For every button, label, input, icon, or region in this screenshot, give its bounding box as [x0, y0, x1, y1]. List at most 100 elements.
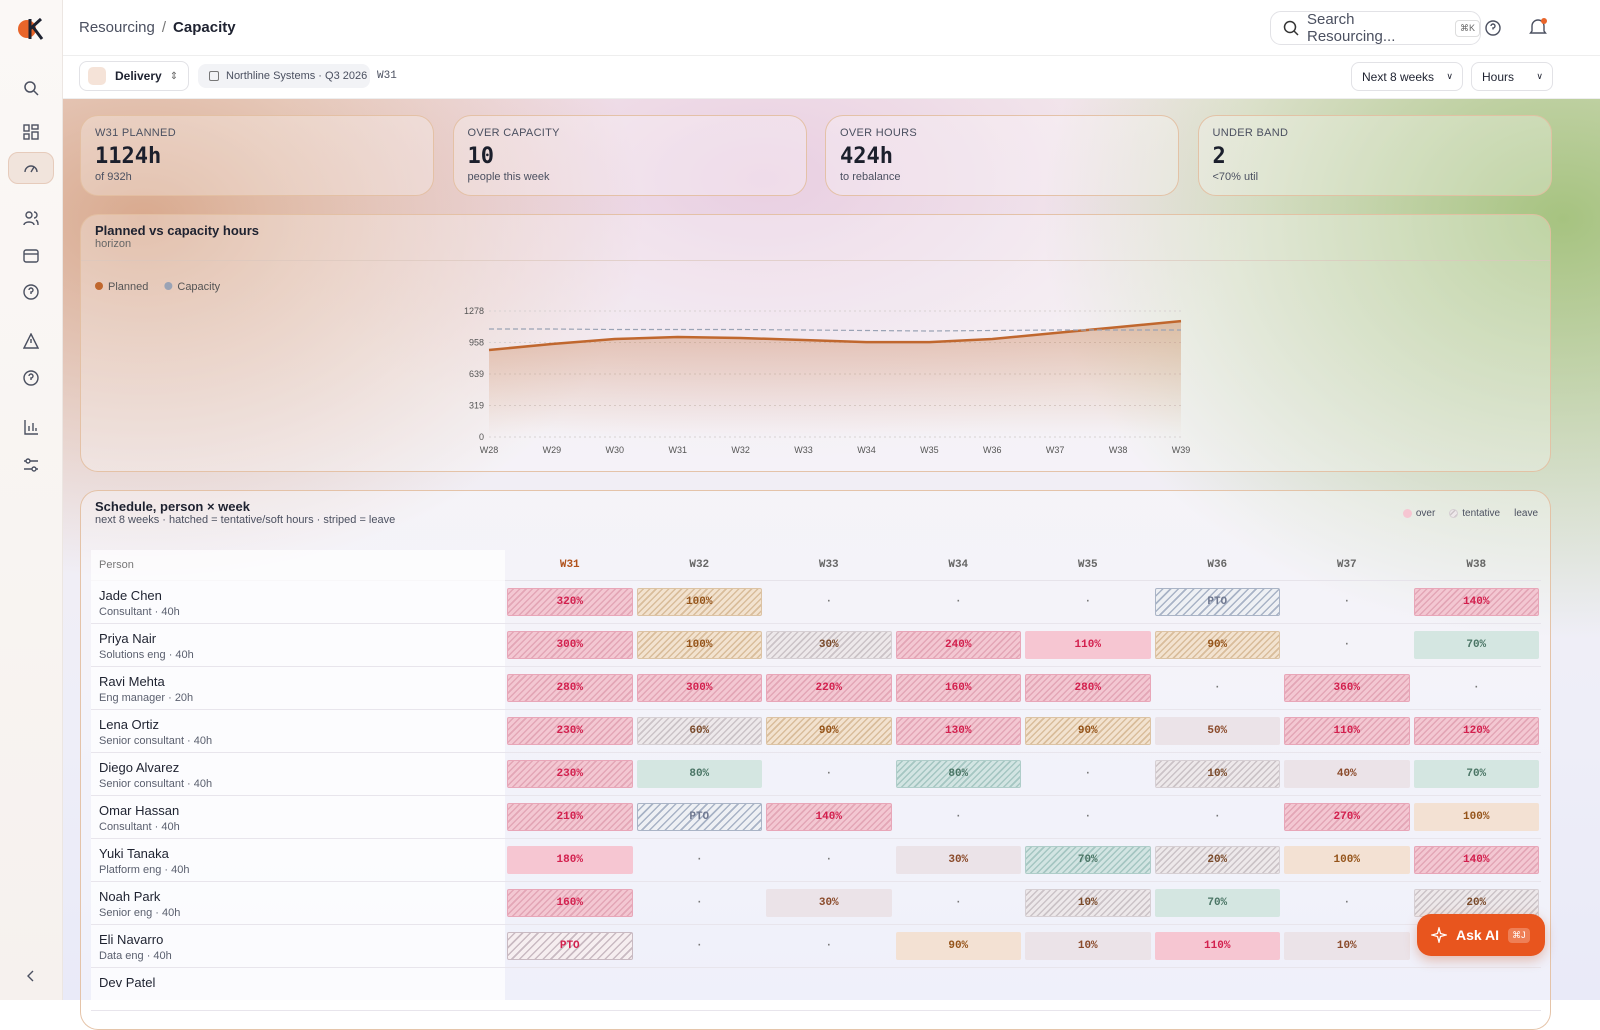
x-tick-label: W36 — [983, 445, 1002, 455]
person-name: Priya Nair — [99, 631, 157, 646]
schedule-cell: 90% — [1154, 631, 1280, 659]
schedule-cell: 10% — [1154, 760, 1280, 788]
kpi-value: 1124h — [95, 144, 162, 169]
unit-select[interactable]: Hours ∨ — [1471, 62, 1553, 91]
search-icon — [1283, 20, 1299, 36]
person-role: Consultant · 40h — [99, 606, 180, 618]
schedule-cell: · — [1343, 897, 1351, 909]
collapse-sidebar[interactable] — [13, 960, 49, 992]
schedule-cell: · — [695, 940, 703, 952]
schedule-cell: · — [825, 940, 833, 952]
person-cell: Lena Ortiz Senior consultant · 40h — [91, 710, 505, 752]
kpi-sub: of 932h — [95, 171, 132, 183]
week-header: W31 — [559, 559, 580, 571]
person-cell: Jade Chen Consultant · 40h — [91, 581, 505, 623]
nav-calendar[interactable] — [13, 239, 49, 271]
search-placeholder: Search Resourcing... — [1306, 11, 1396, 45]
schedule-cell: 300% — [507, 631, 633, 659]
legend-item: Capacity — [164, 281, 221, 293]
ask-ai-button[interactable]: Ask AI ⌘J — [1417, 914, 1545, 956]
schedule-subtitle: next 8 weeks · hatched = tentative/soft … — [95, 514, 396, 526]
schedule-cell: 30% — [895, 846, 1021, 874]
person-role: Consultant · 40h — [99, 821, 180, 833]
x-tick-label: W32 — [731, 445, 750, 455]
y-tick-label: 958 — [469, 338, 484, 348]
schedule-cell: 10% — [1025, 932, 1151, 960]
x-tick-label: W30 — [606, 445, 625, 455]
header-row: Person W31 W32 W33 W34 W35 W36 W37 W38 — [91, 550, 1541, 581]
week-header: W35 — [1077, 559, 1098, 571]
breadcrumb-link[interactable]: Resourcing — [79, 19, 155, 36]
nav-capacity[interactable] — [8, 152, 54, 184]
person-cell: Ravi Mehta Eng manager · 20h — [91, 667, 505, 709]
nav-alerts[interactable] — [13, 325, 49, 357]
y-tick-label: 319 — [469, 401, 484, 411]
team-select[interactable]: Delivery ⇕ — [79, 61, 189, 91]
schedule-cell: 280% — [1025, 674, 1151, 702]
schedule-cell: 30% — [766, 889, 892, 917]
x-tick-label: W39 — [1172, 445, 1191, 455]
legend-swatch — [164, 282, 173, 290]
schedule-cell: 100% — [1284, 846, 1410, 874]
schedule-title: Schedule, person × week — [95, 499, 250, 514]
nav-settings[interactable] — [13, 449, 49, 481]
range-caret: ∨ — [1446, 71, 1453, 81]
legend-label: over — [1415, 508, 1436, 519]
schedule-cell: 230% — [507, 717, 633, 745]
nav-faq[interactable] — [13, 362, 49, 394]
legend-swatch — [1402, 509, 1412, 518]
logo — [18, 17, 44, 40]
schedule-cell: · — [1472, 682, 1480, 694]
search[interactable]: Search Resourcing... ⌘K — [1270, 11, 1481, 45]
notifications[interactable] — [1528, 17, 1548, 37]
ask-ai-label: Ask AI — [1456, 927, 1500, 943]
legend-item: Planned — [95, 281, 148, 293]
nav-reports[interactable] — [13, 411, 49, 443]
person-cell: Yuki Tanaka Platform eng · 40h — [91, 839, 505, 881]
schedule-cell: 20% — [1154, 846, 1280, 874]
schedule-row: Priya Nair Solutions eng · 40h 300% 100% 30%… — [91, 624, 1541, 667]
kpi-card: UNDER BAND 2 <70% util — [1197, 115, 1552, 196]
team-caret: ⇕ — [169, 70, 179, 82]
unit-label: Hours — [1482, 69, 1515, 84]
schedule-cell: · — [695, 854, 703, 866]
search-shortcut: ⌘K — [1454, 19, 1480, 37]
help-button[interactable] — [1484, 19, 1502, 37]
y-tick-label: 1278 — [464, 306, 484, 316]
schedule-row: Diego Alvarez Senior consultant · 40h 230%… — [91, 753, 1541, 796]
schedule-cell: 100% — [636, 631, 762, 659]
schedule-cell: · — [1084, 811, 1092, 823]
person-name: Noah Park — [99, 889, 161, 904]
schedule-cell: 140% — [1413, 846, 1539, 874]
schedule-cell: PTO — [507, 932, 633, 960]
schedule-legend: over tentative leave — [1402, 508, 1538, 519]
person-header: Person — [91, 550, 505, 581]
schedule-cell: 160% — [507, 889, 633, 917]
kpi-card: OVER HOURS 424h to rebalance — [825, 115, 1179, 196]
chart-card: Planned vs capacity hours horizon 0 319 63… — [80, 214, 1551, 472]
nav-people[interactable] — [13, 202, 49, 234]
nav-search[interactable] — [13, 72, 49, 104]
schedule-cell: 110% — [1154, 932, 1280, 960]
kpi-value: 10 — [467, 144, 495, 169]
legend-item: tentative — [1449, 508, 1500, 519]
kpi-value: 424h — [840, 144, 893, 169]
project-chip[interactable]: Northline Systems · Q3 2026 — [198, 64, 370, 88]
schedule-row: Eli Navarro Data eng · 40h PTO · · 90% 10% 110%… — [91, 925, 1541, 968]
schedule-cell: 140% — [1413, 588, 1539, 616]
person-role: Senior consultant · 40h — [99, 778, 213, 790]
schedule-cell: 230% — [507, 760, 633, 788]
range-select[interactable]: Next 8 weeks ∨ — [1351, 62, 1463, 91]
schedule-cell: · — [825, 768, 833, 780]
chart-title: Planned vs capacity hours — [95, 223, 260, 238]
x-tick-label: W34 — [857, 445, 876, 455]
nav-help[interactable] — [13, 276, 49, 308]
range-label: Next 8 weeks — [1362, 69, 1435, 84]
legend-label: leave — [1514, 508, 1538, 519]
schedule-cell: · — [1084, 768, 1092, 780]
person-cell: Dev Patel — [91, 968, 505, 1010]
kpi-label: OVER CAPACITY — [467, 127, 560, 139]
schedule-cell: 90% — [766, 717, 892, 745]
nav-dashboard[interactable] — [13, 116, 49, 148]
person-role: Eng manager · 20h — [99, 692, 194, 704]
